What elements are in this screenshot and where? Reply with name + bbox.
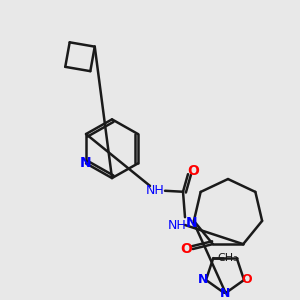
Text: N: N bbox=[80, 156, 92, 170]
Text: O: O bbox=[242, 274, 252, 286]
Text: NH: NH bbox=[146, 184, 164, 197]
Text: N: N bbox=[198, 274, 208, 286]
Text: N: N bbox=[186, 216, 198, 230]
Text: N: N bbox=[220, 287, 230, 300]
Text: CH₃: CH₃ bbox=[218, 253, 238, 263]
Text: O: O bbox=[180, 242, 192, 256]
Text: NH: NH bbox=[168, 218, 186, 232]
Text: O: O bbox=[187, 164, 199, 178]
